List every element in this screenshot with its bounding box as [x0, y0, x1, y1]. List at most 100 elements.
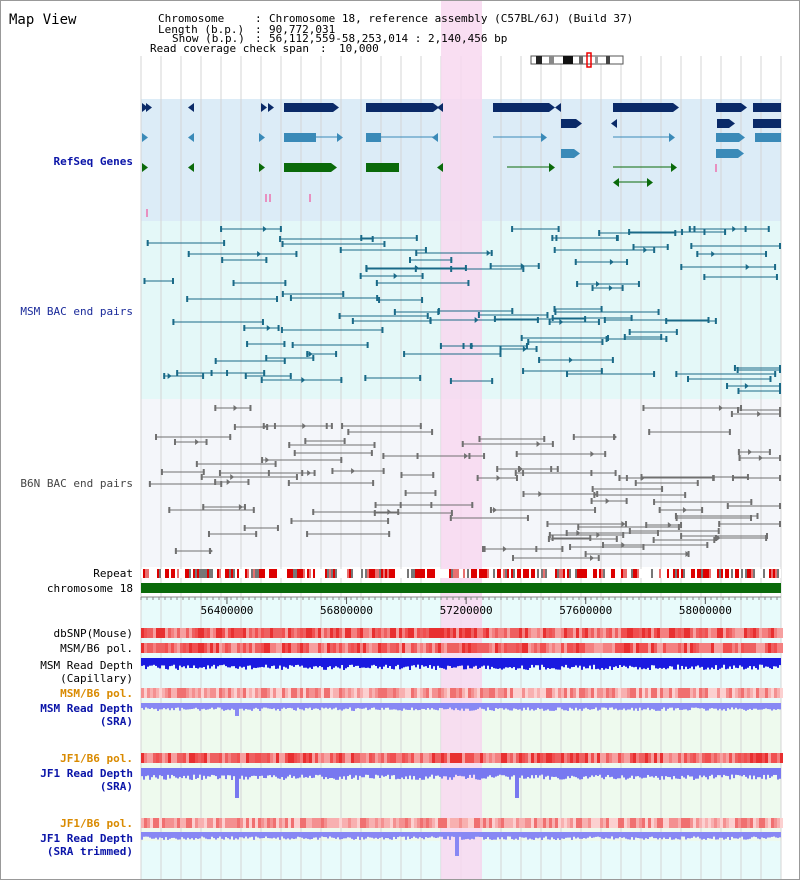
track-label-jf1-depth-sra-2[interactable]: (SRA) — [99, 780, 133, 793]
depth-bar — [163, 768, 165, 780]
bac-end — [666, 244, 669, 250]
depth-bar — [165, 703, 167, 710]
depth-bar — [613, 768, 615, 779]
depth-bar — [487, 703, 489, 708]
track-label-msm-b6-pol[interactable]: MSM/B6 pol. — [60, 642, 133, 655]
depth-bar — [201, 703, 203, 710]
heat-cell — [180, 818, 183, 828]
bac-end — [750, 499, 753, 505]
depth-bar — [627, 658, 629, 669]
heat-cell — [192, 688, 195, 698]
heat-cell — [252, 688, 255, 698]
gene-arrow — [647, 178, 653, 187]
bac-end — [496, 466, 499, 472]
depth-bar — [767, 832, 769, 838]
repeat-element — [577, 569, 579, 578]
depth-bar — [305, 768, 307, 778]
bac-end-marker — [685, 551, 690, 557]
depth-bar — [193, 768, 195, 775]
depth-bar — [577, 832, 579, 838]
track-label-jf1-depth-sra-1[interactable]: JF1 Read Depth — [40, 767, 133, 780]
repeat-element — [753, 569, 755, 578]
track-label-jf1-depth-trimmed-1[interactable]: JF1 Read Depth — [40, 832, 133, 845]
gene-arrow — [142, 103, 148, 112]
gene-arrow — [549, 163, 555, 172]
repeat-element — [727, 569, 729, 578]
bac-end — [628, 329, 631, 335]
depth-bar — [471, 703, 473, 711]
track-label-b6n-bac[interactable]: B6N BAC end pairs — [20, 477, 133, 490]
depth-bar — [465, 832, 467, 840]
track-label-dbsnp[interactable]: dbSNP(Mouse) — [53, 627, 133, 640]
track-label-jf1-b6-pol[interactable]: JF1/B6 pol. — [60, 752, 133, 765]
heat-cell — [690, 818, 693, 828]
depth-bar — [565, 658, 567, 665]
heat-cell — [546, 818, 549, 828]
bac-end — [462, 343, 465, 349]
heat-cell — [168, 753, 171, 763]
heat-cell — [381, 753, 384, 763]
heat-cell — [459, 753, 462, 763]
depth-bar — [743, 703, 745, 710]
depth-bar — [187, 832, 189, 838]
bac-end — [593, 492, 596, 498]
heat-cell — [456, 753, 459, 763]
heat-cell — [147, 628, 150, 638]
track-label-jf1-b6-pol-2[interactable]: JF1/B6 pol. — [60, 817, 133, 830]
depth-bar — [167, 768, 169, 775]
track-label-msm-b6-pol-sra[interactable]: MSM/B6 pol. — [60, 687, 133, 700]
heat-cell — [330, 688, 333, 698]
track-label-msm-depth-capillary-1[interactable]: MSM Read Depth — [40, 659, 133, 672]
depth-bar — [141, 768, 143, 777]
heat-cell — [282, 753, 285, 763]
track-label-repeat[interactable]: Repeat — [93, 567, 133, 580]
heat-cell — [483, 753, 486, 763]
depth-bar — [661, 832, 663, 840]
bac-end — [499, 346, 502, 352]
depth-bar — [277, 832, 279, 838]
depth-bar — [691, 832, 693, 838]
depth-bar — [367, 658, 369, 668]
bac-end — [779, 411, 781, 417]
track-label-jf1-depth-trimmed-2[interactable]: (SRA trimmed) — [46, 845, 133, 858]
bac-end — [373, 442, 376, 448]
depth-bar — [603, 768, 605, 780]
heat-cell — [456, 818, 459, 828]
depth-bar — [165, 658, 167, 669]
track-label-msm-depth-capillary-2[interactable]: (Capillary) — [60, 672, 133, 685]
track-label-msm-depth-sra-1[interactable]: MSM Read Depth — [40, 702, 133, 715]
heat-cell — [213, 643, 216, 653]
heat-cell — [600, 688, 603, 698]
repeat-element — [327, 569, 329, 578]
track-label-msm-bac[interactable]: MSM BAC end pairs — [20, 305, 133, 318]
heat-cell — [708, 628, 711, 638]
heat-cell — [561, 643, 564, 653]
depth-bar — [531, 703, 533, 710]
depth-bar — [267, 658, 269, 668]
depth-bar — [151, 658, 153, 666]
heat-cell — [267, 643, 270, 653]
heat-cell — [528, 818, 531, 828]
track-label-chromosome[interactable]: chromosome 18 — [46, 582, 133, 595]
depth-bar — [177, 703, 179, 708]
track-label-msm-depth-sra-2[interactable]: (SRA) — [99, 715, 133, 728]
depth-bar — [251, 658, 253, 670]
depth-bar — [535, 703, 537, 710]
repeat-element — [309, 569, 311, 578]
depth-bar — [381, 832, 383, 838]
depth-bar — [697, 768, 699, 779]
depth-bar — [615, 832, 617, 839]
track-label-refseq[interactable]: RefSeq Genes — [53, 155, 133, 168]
heat-cell — [666, 628, 669, 638]
heat-cell — [390, 753, 393, 763]
heat-cell — [306, 753, 309, 763]
depth-bar — [247, 768, 249, 780]
bac-end — [464, 265, 467, 271]
heat-cell — [519, 753, 522, 763]
depth-bar — [189, 832, 191, 840]
heat-cell — [492, 688, 495, 698]
heat-cell — [447, 628, 450, 638]
depth-bar — [265, 703, 267, 708]
heat-cell — [483, 818, 486, 828]
